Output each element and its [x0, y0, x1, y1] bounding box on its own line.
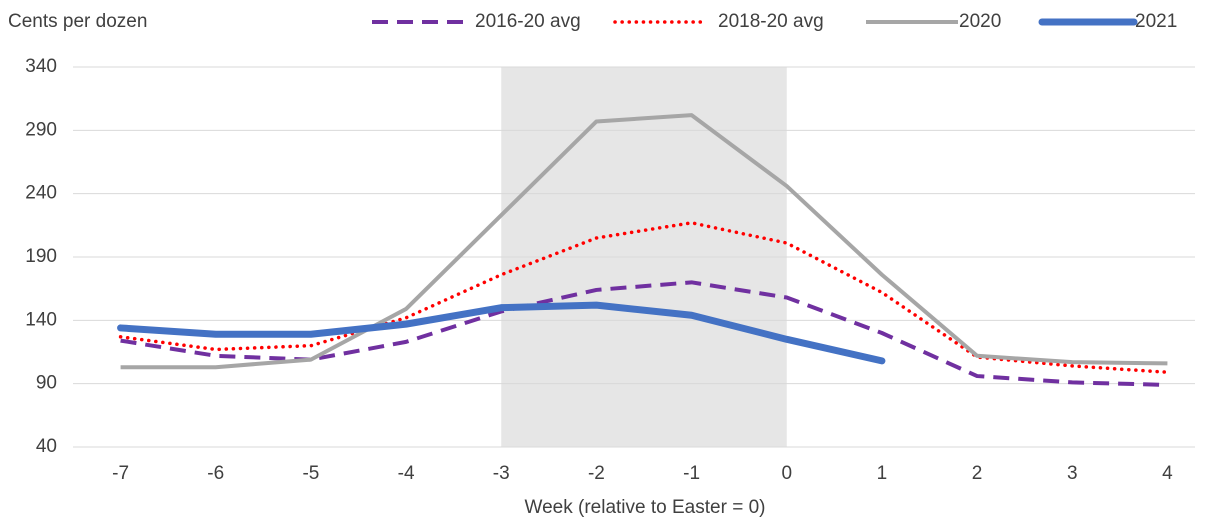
legend-label: 2020	[959, 11, 1001, 32]
x-tick-label: 0	[781, 463, 792, 484]
legend-item: 2020	[866, 11, 1001, 32]
legend-label: 2016-20 avg	[475, 11, 581, 32]
legend-label: 2021	[1135, 11, 1177, 32]
series-line	[117, 301, 886, 365]
y-tick-label: 290	[25, 119, 57, 140]
x-tick-label: 1	[877, 463, 888, 484]
x-tick-label: -6	[207, 463, 224, 484]
x-tick-label: 3	[1067, 463, 1078, 484]
y-tick-label: 90	[36, 373, 57, 394]
x-axis-title: Week (relative to Easter = 0)	[525, 497, 766, 518]
legend-item: 2016-20 avg	[372, 11, 581, 32]
y-tick-label: 140	[25, 309, 57, 330]
y-tick-label: 40	[36, 436, 57, 457]
x-tick-label: -1	[683, 463, 700, 484]
x-tick-label: 4	[1162, 463, 1173, 484]
y-tick-label: 240	[25, 183, 57, 204]
x-tick-label: -3	[493, 463, 510, 484]
x-tick-label: -4	[398, 463, 415, 484]
legend-label: 2018-20 avg	[718, 11, 824, 32]
y-axis-title: Cents per dozen	[8, 11, 147, 32]
legend-item: 2021	[1038, 11, 1177, 32]
x-tick-label: -7	[112, 463, 129, 484]
x-tick-label: 2	[972, 463, 983, 484]
legend-item: 2018-20 avg	[613, 11, 824, 32]
y-tick-label: 340	[25, 56, 57, 77]
x-tick-label: -5	[302, 463, 319, 484]
series-line	[120, 113, 1168, 370]
x-tick-label: -2	[588, 463, 605, 484]
y-tick-label: 190	[25, 246, 57, 267]
